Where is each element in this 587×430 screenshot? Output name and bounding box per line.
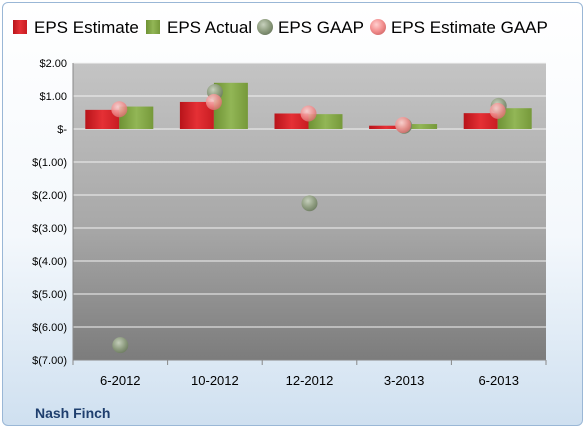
point-eps-estimate-gaap (300, 105, 317, 122)
plot-area: $2.00 $1.00 $- $(1.00) $(2.00) $(3.00) $(4.00)… (32, 58, 547, 388)
bar-eps-actual (119, 106, 154, 129)
x-tick-label: 6-2013 (478, 373, 518, 388)
category-group-12-2012: 12-2012 (274, 105, 343, 388)
legend-item-eps-estimate-gaap: EPS Estimate GAAP (370, 18, 548, 37)
bar-eps-estimate (369, 125, 404, 129)
point-eps-estimate-gaap (395, 117, 412, 134)
bar-eps-estimate (463, 113, 498, 129)
bar-eps-actual (403, 124, 438, 129)
legend-label: EPS Estimate GAAP (391, 18, 548, 37)
bar-eps-actual (497, 108, 532, 129)
eps-chart: EPS Estimate EPS Actual EPS GAAP EPS Estima… (13, 18, 548, 388)
y-tick-label: $(7.00) (32, 355, 67, 367)
x-tick-label: 6-2012 (100, 373, 140, 388)
legend-label: EPS GAAP (278, 18, 364, 37)
bar-eps-estimate (274, 113, 309, 129)
legend-swatch (146, 20, 160, 34)
category-group-10-2012: 10-2012 (179, 82, 248, 388)
x-tick-label: 12-2012 (286, 373, 334, 388)
category-group-6-2012: 6-2012 (85, 101, 154, 388)
legend: EPS Estimate EPS Actual EPS GAAP EPS Estima… (13, 18, 548, 37)
category-group-6-2013: 6-2013 (463, 97, 532, 388)
company-name: Nash Finch (35, 405, 111, 421)
y-tick-label: $- (57, 124, 67, 136)
chart-frame: EPS Estimate EPS Actual EPS GAAP EPS Estima… (2, 2, 583, 426)
x-tick-label: 10-2012 (191, 373, 239, 388)
legend-item-eps-gaap: EPS GAAP (257, 18, 364, 37)
legend-label: EPS Estimate (34, 18, 139, 37)
point-eps-estimate-gaap (489, 102, 506, 119)
x-tick-label: 3-2013 (384, 373, 424, 388)
y-tick-label: $(5.00) (32, 289, 67, 301)
bar-eps-estimate (85, 109, 120, 129)
point-eps-estimate-gaap (205, 93, 222, 110)
point-eps-gaap (301, 195, 318, 212)
point-eps-estimate-gaap (111, 101, 128, 118)
legend-swatch (257, 19, 273, 35)
y-tick-label: $2.00 (39, 58, 67, 70)
legend-label: EPS Actual (167, 18, 252, 37)
bar-eps-actual (308, 114, 343, 129)
point-eps-gaap (112, 337, 129, 354)
y-tick-label: $1.00 (39, 91, 67, 103)
legend-swatch (13, 20, 27, 34)
y-tick-label: $(6.00) (32, 322, 67, 334)
legend-item-eps-actual: EPS Actual (146, 18, 252, 37)
y-tick-label: $(1.00) (32, 157, 67, 169)
y-tick-label: $(4.00) (32, 256, 67, 268)
category-group-3-2013: 3-2013 (369, 117, 438, 388)
legend-swatch (370, 19, 386, 35)
y-tick-label: $(3.00) (32, 223, 67, 235)
legend-item-eps-estimate: EPS Estimate (13, 18, 139, 37)
y-tick-label: $(2.00) (32, 190, 67, 202)
